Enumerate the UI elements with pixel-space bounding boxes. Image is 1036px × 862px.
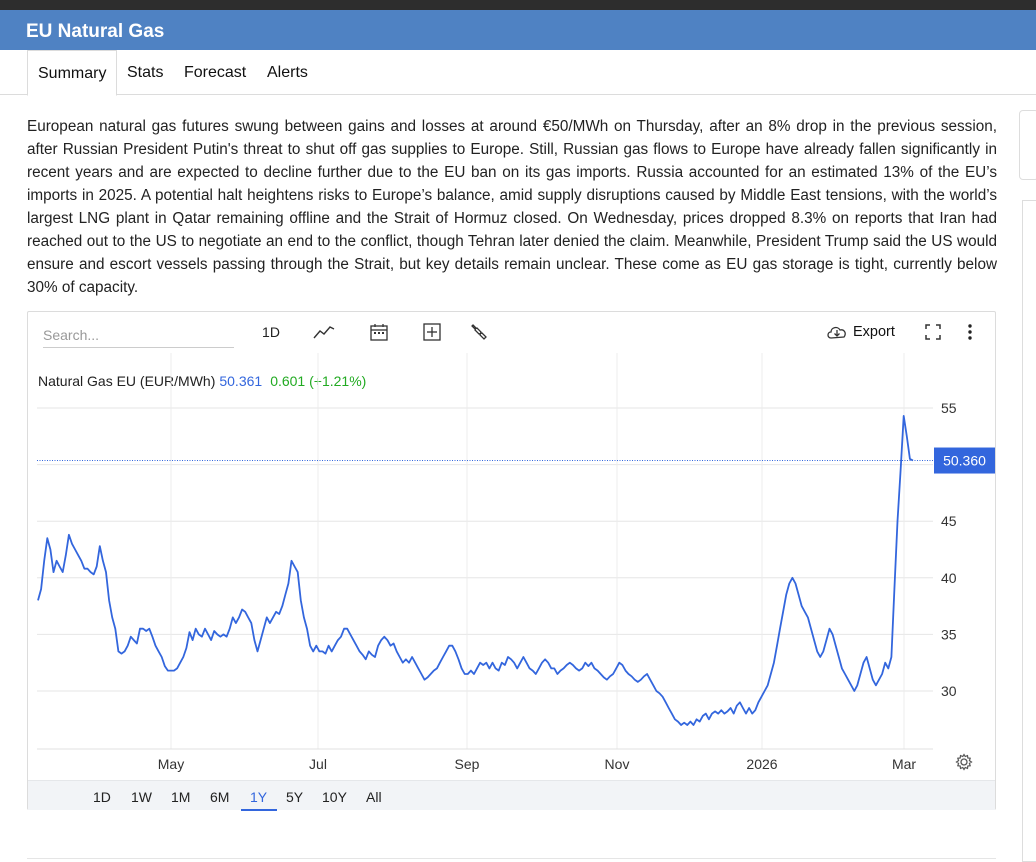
divider [27, 858, 996, 862]
tab-summary[interactable]: Summary [27, 50, 118, 96]
search-input[interactable] [43, 322, 234, 348]
range-1d[interactable]: 1D [93, 789, 111, 805]
range-all[interactable]: All [366, 789, 382, 805]
gear-icon[interactable] [955, 753, 973, 771]
y-tick-label: 35 [941, 626, 957, 642]
y-tick-label: 40 [941, 570, 957, 586]
x-tick-label: Sep [455, 756, 480, 772]
add-indicator-icon[interactable] [420, 320, 444, 344]
range-1w[interactable]: 1W [131, 789, 152, 805]
range-6m[interactable]: 6M [210, 789, 230, 805]
series-line [37, 415, 914, 726]
page-header: EU Natural Gas [0, 10, 1036, 50]
line-chart-icon[interactable] [312, 320, 336, 344]
last-value-badge [934, 447, 995, 474]
legend-value: 50.361 [219, 373, 263, 389]
wrench-icon[interactable] [467, 320, 491, 344]
range-1m[interactable]: 1M [171, 789, 191, 805]
range-active-underline [241, 809, 277, 811]
interval-button[interactable]: 1D [262, 324, 280, 340]
chart-container [27, 311, 996, 810]
range-1y[interactable]: 1Y [250, 789, 268, 805]
calendar-icon[interactable] [367, 320, 391, 344]
x-tick-label: 2026 [746, 756, 777, 772]
x-tick-label: May [158, 756, 184, 772]
last-value-label: 50.360 [943, 453, 986, 469]
tab-forecast[interactable]: Forecast [184, 64, 247, 81]
range-10y[interactable]: 10Y [322, 789, 347, 805]
side-widget [1019, 110, 1036, 180]
tab-bar: Summary Stats Forecast Alerts [0, 50, 1036, 96]
x-tick-label: Jul [309, 756, 327, 772]
tab-stats[interactable]: Stats [127, 64, 164, 81]
market-description: European natural gas futures swung betwe… [27, 118, 997, 296]
range-5y[interactable]: 5Y [286, 789, 304, 805]
range-selector: 1D 1W 1M 6M 1Y 5Y 10Y All [28, 780, 995, 811]
y-tick-label: 55 [941, 400, 957, 416]
top-strip [0, 0, 1036, 10]
export-button[interactable]: Export [826, 320, 895, 344]
more-vertical-icon[interactable] [958, 320, 982, 344]
tab-alerts[interactable]: Alerts [267, 64, 308, 81]
y-tick-label: 45 [941, 513, 957, 529]
cloud-download-icon [827, 326, 846, 339]
x-tick-label: Mar [892, 756, 916, 772]
page-title: EU Natural Gas [26, 21, 165, 42]
export-label: Export [853, 324, 895, 340]
fullscreen-icon[interactable] [921, 320, 945, 344]
y-tick-label: 30 [941, 683, 957, 699]
x-tick-label: Nov [605, 756, 630, 772]
